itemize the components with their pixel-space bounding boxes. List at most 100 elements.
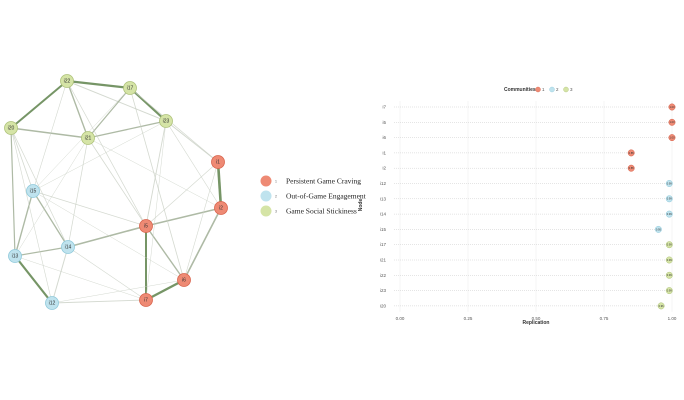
chart-grid (394, 101, 673, 312)
network-edge-i12-i6 (51, 279, 185, 304)
legend-item-1: 1 Persistent Game Craving (260, 175, 361, 187)
network-edge-i20-i21 (10, 127, 89, 139)
point-i1 (627, 149, 635, 157)
network-node-i6: i6 (177, 273, 191, 287)
network-node-i22: i22 (60, 74, 74, 88)
network-edge-i12-i7 (51, 299, 147, 304)
y-tick-label: i17 (380, 242, 387, 247)
point-label-i5: 1.00 (669, 120, 675, 124)
network-edge-i14-i7 (67, 246, 147, 301)
network-node-circle (26, 184, 40, 198)
y-tick-label: i14 (380, 212, 387, 217)
network-node-label: i14 (65, 245, 72, 251)
point-label-i14: 0.99 (667, 212, 673, 216)
point-label-i23: 0.99 (667, 289, 673, 293)
x-tick-label: 1.00 (668, 316, 677, 321)
network-edge-i17-i1 (129, 87, 219, 163)
legend-number: 3 (275, 209, 277, 213)
network-node-label: i23 (163, 119, 170, 125)
legend-swatch (260, 205, 272, 217)
network-edge-i22-i5 (66, 80, 147, 227)
network-node-circle (61, 240, 75, 254)
network-node-label: i5 (144, 224, 148, 230)
network-node-circle (123, 81, 137, 95)
legend-item-2: 2 Out-of-Game Engagement (260, 190, 367, 202)
replication-dot-chart: Communities 1 2 3 1.00 1.00 1.00 0.85 0.85 0.99… (358, 86, 677, 327)
x-axis-title: Replication (523, 320, 550, 326)
y-tick-label: i2 (382, 166, 386, 171)
network-node-label: i6 (182, 278, 186, 284)
point-i6 (668, 134, 676, 142)
chart-legend-swatch-2 (549, 86, 555, 93)
point-label-i6: 1.00 (669, 136, 675, 140)
network-node-circle (8, 249, 22, 263)
network-node-i23: i23 (159, 114, 173, 128)
point-i14 (665, 210, 673, 218)
community-legend: 1 Persistent Game Craving 2 Out-of-Game Eng… (260, 175, 367, 217)
network-edge-i23-i5 (145, 120, 167, 227)
network-node-i20: i20 (4, 121, 18, 135)
network-edge-i15-i5 (32, 190, 147, 227)
y-tick-label: i12 (380, 181, 387, 186)
network-edge-i1-i5 (145, 161, 219, 227)
y-tick-label: i23 (380, 288, 387, 293)
network-edge-i23-i2 (165, 120, 222, 209)
network-node-label: i20 (8, 126, 15, 132)
network-node-i17: i17 (123, 81, 137, 95)
network-edge-i23-i15 (32, 120, 167, 192)
network-node-label: i22 (64, 79, 71, 85)
chart-legend-label-2: 2 (556, 87, 559, 92)
network-edge-i17-i21 (87, 87, 131, 139)
y-tick-label: i6 (382, 135, 386, 140)
y-tick-label: i20 (380, 303, 387, 308)
legend-swatch (260, 175, 272, 187)
network-edge-i15-i13 (14, 190, 34, 257)
legend-label: Persistent Game Craving (286, 177, 361, 186)
x-tick-label: 0.75 (600, 316, 609, 321)
chart-legend-swatch-1 (535, 86, 541, 93)
network-edge-i17-i6 (129, 87, 185, 281)
network-edge-i1-i2 (216, 161, 223, 209)
network-edge-i21-i2 (87, 137, 222, 209)
network-edge-i14-i5 (67, 225, 147, 248)
point-i20 (657, 302, 665, 310)
network-node-i21: i21 (81, 131, 95, 145)
legend-number: 1 (275, 179, 277, 183)
network-node-circle (159, 114, 173, 128)
network-edge-i7-i6 (145, 278, 185, 302)
y-tick-label: i21 (380, 258, 387, 263)
chart-legend-title: Communities (504, 87, 536, 93)
network-edge-i5-i2 (145, 207, 222, 227)
point-label-i12: 0.99 (667, 181, 673, 185)
chart-axes: Replication Node 0.00 0.25 0.50 0.75 1.00 i7 i… (358, 105, 677, 327)
x-tick-label: 0.25 (464, 316, 473, 321)
network-edge-i22-i21 (66, 80, 89, 139)
network-graph: i22 i17 i20 i21 i23 i15 i13 i14 i12 i1 i2 i5 i6 i7 (4, 74, 228, 310)
legend-item-3: 3 Game Social Stickiness (260, 205, 357, 217)
network-edge-i22-i23 (66, 80, 167, 122)
network-node-label: i17 (127, 86, 134, 92)
network-node-label: i21 (85, 136, 92, 142)
network-node-i13: i13 (8, 249, 22, 263)
point-i21 (665, 256, 673, 264)
network-node-label: i1 (216, 160, 220, 166)
point-i2 (627, 164, 635, 172)
y-tick-label: i5 (382, 120, 386, 125)
legend-swatch (260, 190, 272, 202)
network-edge-i22-i15 (32, 80, 68, 192)
network-edge-i14-i12 (51, 246, 69, 304)
network-edge-i13-i12 (14, 255, 53, 304)
x-tick-label: 0.50 (532, 316, 541, 321)
network-node-circle (81, 131, 95, 145)
legend-label: Out-of-Game Engagement (286, 192, 367, 201)
point-i22 (665, 271, 673, 279)
network-node-circle (139, 293, 153, 307)
network-edge-i21-i14 (67, 137, 89, 248)
network-edge-i22-i20 (10, 80, 68, 129)
network-node-i1: i1 (211, 155, 225, 169)
point-i13 (665, 195, 673, 203)
network-edge-i20-i15 (10, 127, 34, 192)
point-label-i17: 0.99 (667, 243, 673, 247)
point-i5 (668, 118, 676, 126)
network-edge-i15-i14 (32, 190, 69, 248)
